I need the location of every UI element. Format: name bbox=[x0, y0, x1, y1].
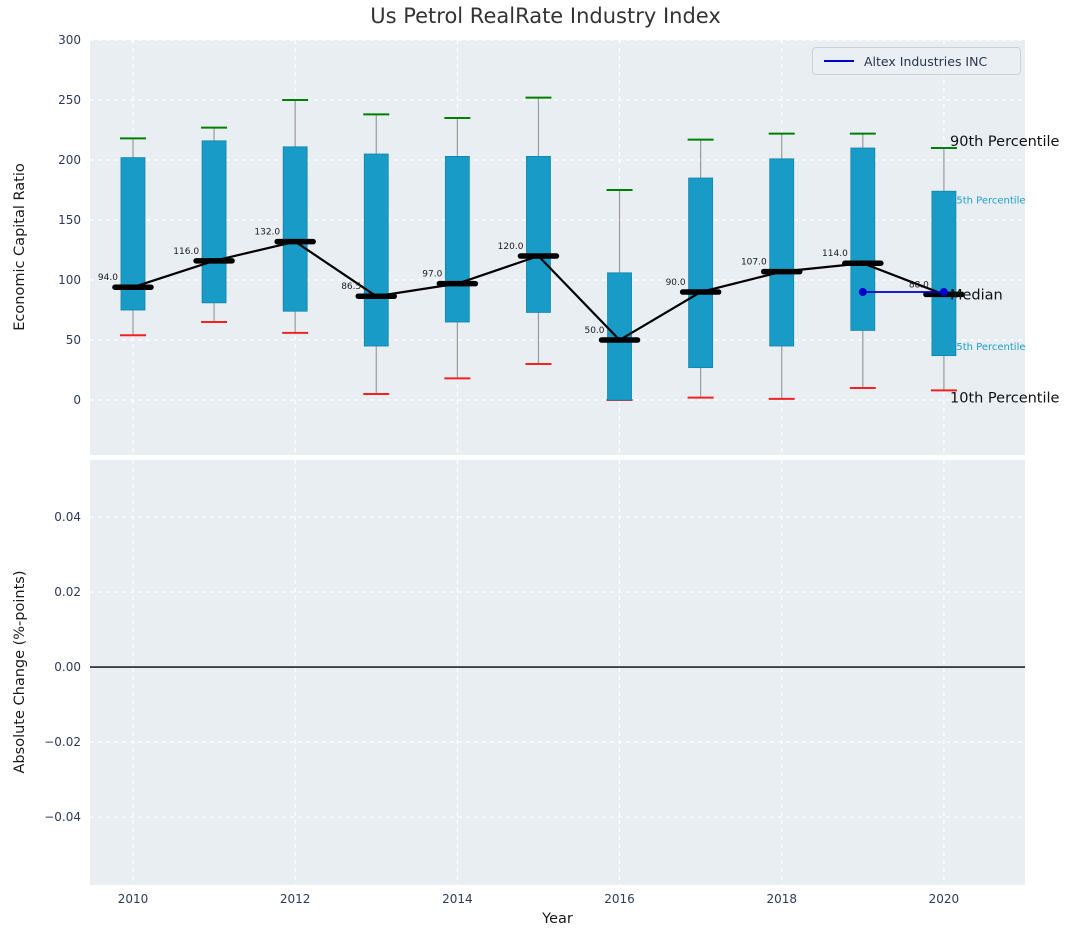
median-value-label: 116.0 bbox=[173, 247, 199, 257]
y-tick-label-top: 250 bbox=[58, 93, 81, 107]
chart-title: Us Petrol RealRate Industry Index bbox=[370, 4, 721, 28]
iqr-box bbox=[526, 156, 551, 313]
median-value-label: 86.5 bbox=[341, 282, 361, 292]
median-value-label: 132.0 bbox=[254, 228, 280, 238]
bottom-panel-background bbox=[90, 460, 1025, 885]
legend-line-swatch bbox=[824, 60, 854, 62]
median-value-label: 107.0 bbox=[741, 258, 767, 268]
percentile-annotation: 25th Percentile bbox=[950, 342, 1026, 353]
x-axis-label: Year bbox=[542, 911, 573, 927]
iqr-box bbox=[607, 272, 632, 401]
median-value-label: 88.0 bbox=[909, 280, 929, 290]
y-tick-label-top: 200 bbox=[58, 153, 81, 167]
x-tick-label: 2016 bbox=[604, 892, 635, 906]
median-value-label: 94.0 bbox=[98, 273, 118, 283]
iqr-box bbox=[363, 153, 389, 347]
top-panel-background bbox=[90, 40, 1025, 455]
percentile-annotation: Median bbox=[950, 287, 1003, 303]
median-value-label: 97.0 bbox=[422, 270, 442, 280]
x-tick-label: 2018 bbox=[766, 892, 797, 906]
y-tick-label-bottom: 0.02 bbox=[54, 585, 81, 599]
median-value-label: 90.0 bbox=[666, 278, 686, 288]
y-tick-label-top: 150 bbox=[58, 213, 81, 227]
y-tick-label-top: 0 bbox=[73, 393, 81, 407]
y-tick-label-top: 100 bbox=[58, 273, 81, 287]
iqr-box bbox=[444, 156, 470, 323]
median-value-label: 114.0 bbox=[822, 249, 848, 259]
percentile-annotation: 10th Percentile bbox=[950, 391, 1060, 407]
y-axis-label-top: Economic Capital Ratio bbox=[12, 163, 28, 331]
company-point bbox=[939, 288, 948, 297]
y-tick-label-bottom: −0.04 bbox=[44, 810, 81, 824]
iqr-box bbox=[931, 190, 957, 357]
y-tick-label-top: 300 bbox=[58, 33, 81, 47]
percentile-annotation: 90th Percentile bbox=[950, 134, 1060, 150]
iqr-box bbox=[282, 146, 308, 312]
legend: Altex Industries INC bbox=[812, 47, 1021, 75]
y-tick-label-bottom: −0.02 bbox=[44, 735, 81, 749]
iqr-box bbox=[688, 177, 714, 369]
x-tick-label: 2020 bbox=[929, 892, 960, 906]
company-point bbox=[858, 288, 867, 297]
x-tick-label: 2010 bbox=[118, 892, 149, 906]
iqr-box bbox=[201, 140, 227, 304]
y-tick-label-top: 50 bbox=[66, 333, 81, 347]
iqr-box bbox=[769, 158, 795, 347]
legend-label: Altex Industries INC bbox=[864, 53, 988, 69]
x-tick-label: 2014 bbox=[442, 892, 473, 906]
percentile-annotation: 75th Percentile bbox=[950, 195, 1026, 206]
y-axis-label-bottom: Absolute Change (%-points) bbox=[12, 570, 28, 774]
iqr-box bbox=[850, 147, 876, 331]
median-value-label: 120.0 bbox=[498, 242, 524, 252]
x-tick-label: 2012 bbox=[280, 892, 311, 906]
median-value-label: 50.0 bbox=[584, 326, 604, 336]
y-tick-label-bottom: 0.00 bbox=[54, 660, 81, 674]
y-tick-label-bottom: 0.04 bbox=[54, 510, 81, 524]
